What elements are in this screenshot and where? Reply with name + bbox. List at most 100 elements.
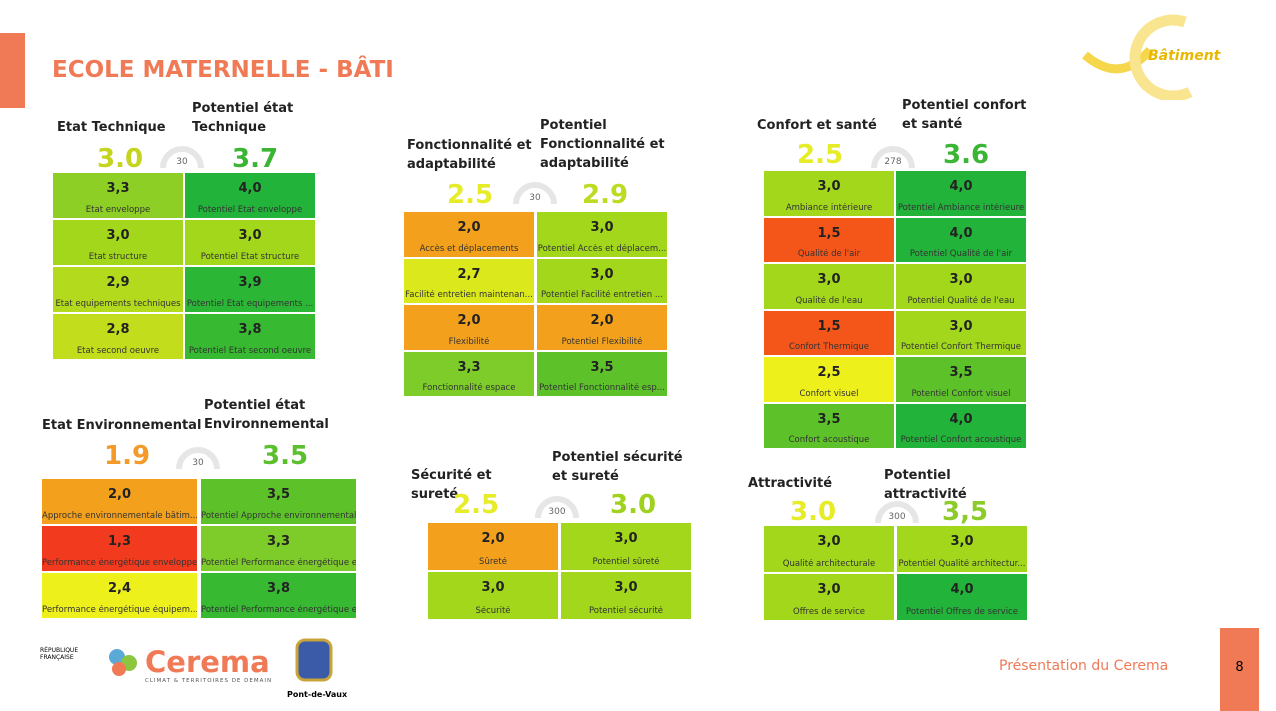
cell-label: Potentiel Performance énergétique e... [201,558,356,568]
score-cell: 3,9 Potentiel Etat equipements ... [185,267,315,312]
cell-value: 4,0 [949,179,973,194]
panel-title: Potentiel attractivité [884,468,967,502]
score-cell: 3,3 Etat enveloppe [53,173,183,218]
cell-label: Fonctionnalité espace [422,383,516,393]
cell-label: Potentiel Qualité de l'eau [907,295,1015,306]
score: 3.0 [610,490,657,520]
gauge-arc [875,501,919,524]
cell-label: Potentiel Offres de service [906,607,1018,617]
cell-label: Etat equipements techniques [55,299,181,309]
cell-label: Potentiel Facilité entretien ... [541,290,663,300]
score: 2.9 [582,180,629,210]
cell-label: Potentiel Confort acoustique [900,435,1022,445]
cell-value: 3,0 [949,272,973,287]
cell-label: Potentiel Flexibilité [561,336,643,347]
cell-value: 3,0 [817,179,841,194]
cell-label: Potentiel Accès et déplacem... [537,243,667,254]
cell-label: Offres de service [793,607,865,617]
cell-value: 4,0 [949,225,973,241]
score: 3.5 [262,441,309,471]
panel-title: Potentiel état Technique [192,101,294,135]
score-cell: 3,0 Qualité de l'eau [764,264,894,309]
cell-label: Potentiel Ambiance intérieure [897,202,1025,213]
cell-value: 3,0 [817,582,841,597]
slide-title: ECOLE MATERNELLE - BÂTI [52,57,394,83]
crest [295,638,333,682]
score-cell: 3,0 Potentiel Accès et déplacem... [537,212,667,257]
panel-title: Potentiel confort et santé [902,98,1027,132]
cell-value: 1,3 [107,534,132,549]
cell-label: Flexibilité [448,336,490,347]
score-cell: 3,5 Potentiel Fonctionnalité esp... [537,351,667,396]
score-cell: 2,5 Confort visuel [764,357,894,402]
score-cell: 4,0 Potentiel Offres de service [897,574,1027,620]
score-cell: 1,5 Qualité de l'air [764,217,894,262]
cell-value: 2,0 [481,531,505,546]
cell-label: Potentiel Etat enveloppe [197,205,303,215]
gauge-label: 278 [884,157,902,167]
cell-label: Etat enveloppe [85,205,151,215]
score-cell: 3,8 Potentiel Performance énergétique e..… [201,573,356,618]
score-cell: 3,0 Potentiel Facilité entretien ... [537,258,667,303]
cell-value: 1,5 [817,318,841,334]
score-cell: 4,0 Potentiel Etat enveloppe [185,173,315,218]
cell-value: 4,0 [238,181,262,196]
score-cell: 3,5 Potentiel Confort visuel [896,357,1026,402]
score: 2.5 [797,140,844,170]
accent-bar [0,33,25,108]
gauge [513,182,557,205]
score-cell: 3,0 Etat structure [53,220,183,265]
cell-value: 2,0 [457,220,481,235]
cell-label: Etat structure [88,252,148,262]
cell-label: Potentiel Confort Thermique [900,342,1021,352]
score: 1.9 [104,441,151,471]
score-cell: 1,3 Performance énergétique enveloppe [42,526,197,571]
gauge [176,447,220,470]
score-cell: 3,0 Potentiel Qualité architectur... [897,526,1027,572]
cell-label: Etat second oeuvre [76,346,160,356]
score-cell: 3,3 Potentiel Performance énergétique e..… [201,526,356,571]
cell-label: Potentiel sûreté [592,557,660,567]
score-cell: 2,0 Approche environnementale bâtim... [42,479,197,524]
cell-value: 2,0 [107,487,132,502]
panel-title: Sécurité et sureté [411,468,492,502]
cell-label: Potentiel Approche environnemental... [201,511,356,521]
cell-value: 3,0 [590,266,614,282]
cell-value: 3,5 [590,359,614,375]
cell-label: Potentiel Etat structure [200,252,300,262]
score: 3,5 [942,497,989,527]
score-cell: 4,0 Potentiel Confort acoustique [896,403,1026,448]
page-box [1220,628,1259,711]
cell-value: 2,0 [457,313,481,328]
panel-title: Confort et santé [757,118,877,133]
cell-value: 2,0 [590,313,614,328]
cell-label: Confort acoustique [788,435,870,445]
cell-value: 1,5 [817,225,841,241]
logo: Bâtiment [1082,14,1222,100]
cell-value: 3,0 [817,534,841,549]
town-name: Pont-de-Vaux [287,690,348,699]
gauge-arc [871,146,915,169]
panel-title: Potentiel état Environnemental [204,398,329,432]
score-cell: 3,8 Potentiel Etat second oeuvre [185,314,315,359]
cell-value: 2,5 [817,365,841,380]
cell-value: 3,0 [817,272,841,287]
panel-title: Etat Technique [57,120,166,135]
cerema-tagline: CLIMAT & TERRITOIRES DE DEMAIN [145,678,273,684]
cell-label: Sûreté [479,557,507,567]
cell-label: Potentiel Confort visuel [911,388,1011,399]
panel-title: Attractivité [748,476,833,491]
score-cell: 3,0 Potentiel Etat structure [185,220,315,265]
cell-value: 3,8 [238,322,262,337]
gauge-arc [535,496,579,519]
republique: RÉPUBLIQUE FRANÇAISE [40,647,79,661]
score-cell: 3,0 Potentiel Qualité de l'eau [896,264,1026,309]
gauge-label: 300 [548,507,566,517]
gauge-label: 30 [176,157,188,167]
cell-value: 3,0 [614,531,638,546]
cell-value: 4,0 [949,411,973,427]
score: 2.5 [453,490,500,520]
cell-label: Potentiel Etat second oeuvre [188,346,312,356]
cell-value: 3,0 [950,534,974,549]
